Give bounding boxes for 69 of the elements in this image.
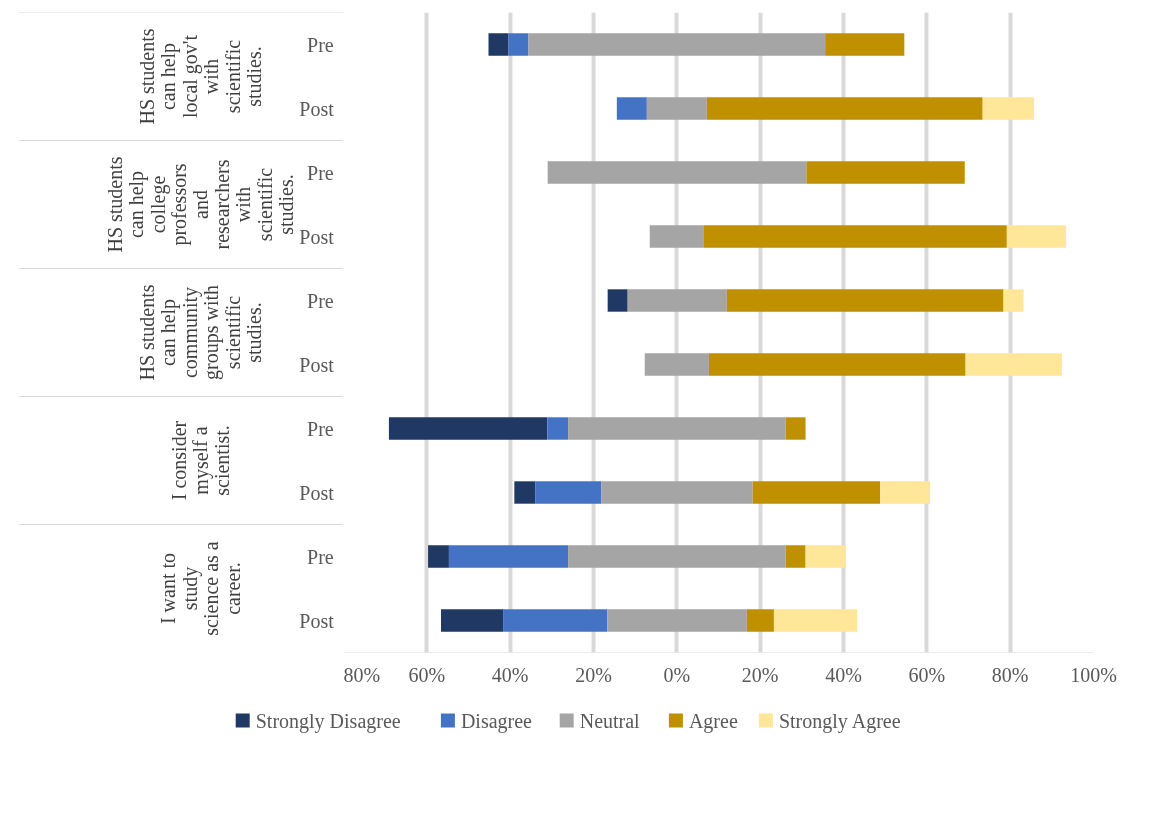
bar xyxy=(428,545,449,568)
bar xyxy=(805,545,846,568)
x-tick-label: 80% xyxy=(343,663,381,686)
bar xyxy=(825,33,905,56)
y-tick-label: Pre xyxy=(307,289,334,312)
bar xyxy=(773,609,858,632)
bar xyxy=(785,417,806,440)
text: I consider myself a scientist. xyxy=(168,420,233,501)
bar xyxy=(880,481,931,504)
bar xyxy=(965,353,1062,376)
bar xyxy=(646,97,707,120)
y-tick-label: Pre xyxy=(307,545,334,568)
bar xyxy=(746,609,774,632)
x-tick-label: 100% xyxy=(1070,663,1117,686)
legend-label: Agree xyxy=(688,709,738,733)
bar xyxy=(568,545,786,568)
bar xyxy=(806,161,965,184)
y-tick-label: Pre xyxy=(307,161,334,184)
bar xyxy=(547,417,569,440)
bar xyxy=(503,609,608,632)
text: I want to study science as a career. xyxy=(157,541,244,636)
x-tick-label: 0% xyxy=(663,663,691,686)
x-tick-label: 20% xyxy=(575,663,612,686)
bar xyxy=(568,417,786,440)
bar xyxy=(649,225,704,248)
bar xyxy=(441,609,504,632)
bar xyxy=(752,481,881,504)
x-tick-label: 20% xyxy=(741,663,779,686)
bar xyxy=(607,609,747,632)
legend-label: Neutral xyxy=(579,709,641,732)
bar xyxy=(388,417,548,440)
bar xyxy=(627,289,727,312)
y-tick-label: Pre xyxy=(307,417,334,440)
legend-label: Disagree xyxy=(460,709,533,733)
bar xyxy=(535,481,602,504)
legend-label: Strongly Disagree xyxy=(255,709,401,733)
x-tick-label: 60% xyxy=(908,663,946,686)
x-tick-label: 80% xyxy=(991,663,1029,686)
bar xyxy=(514,481,536,504)
bar xyxy=(1006,225,1066,248)
bar xyxy=(547,161,807,184)
y-tick-label: Pre xyxy=(307,33,334,56)
y-tick-label: Post xyxy=(299,97,335,120)
bar xyxy=(607,289,628,312)
bar xyxy=(708,353,966,376)
bar xyxy=(616,97,647,120)
bar xyxy=(726,289,1004,312)
x-tick-label: 60% xyxy=(408,663,446,686)
bar xyxy=(785,545,806,568)
bar xyxy=(488,33,509,56)
bar xyxy=(448,545,569,568)
x-tick-label: 40% xyxy=(825,663,862,686)
bar xyxy=(706,97,983,120)
text: HS students can help community groups with scientific studies. xyxy=(135,284,266,381)
bar xyxy=(528,33,826,56)
y-tick-label: Post xyxy=(299,609,335,632)
bar xyxy=(1003,289,1024,312)
legend-label: Strongly Agree xyxy=(778,709,901,733)
x-tick-label: 40% xyxy=(491,663,529,686)
bar xyxy=(703,225,1007,248)
bar xyxy=(644,353,709,376)
text: HS students can help college professors and researchers with scientific studies. xyxy=(103,156,298,253)
bar xyxy=(601,481,753,504)
y-tick-label: Post xyxy=(299,225,335,248)
y-tick-label: Post xyxy=(299,481,335,504)
bar xyxy=(508,33,529,56)
bar xyxy=(982,97,1034,120)
y-tick-label: Post xyxy=(299,353,335,376)
text: HS students can help local gov't with scientific studies. xyxy=(135,28,266,125)
